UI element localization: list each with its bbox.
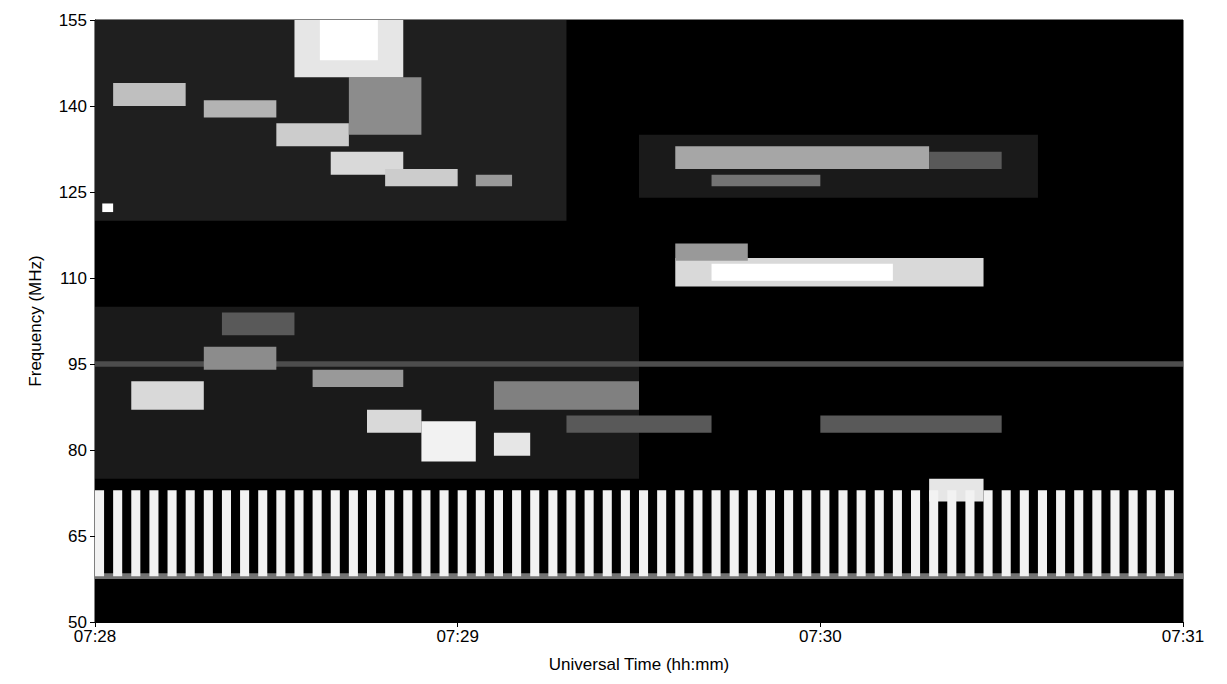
svg-text:50: 50 <box>68 612 87 632</box>
svg-text:07:29: 07:29 <box>436 627 479 646</box>
svg-text:07:30: 07:30 <box>799 627 842 646</box>
svg-text:155: 155 <box>59 11 87 30</box>
svg-text:Frequency (MHz): Frequency (MHz) <box>26 255 45 386</box>
svg-text:110: 110 <box>60 269 87 288</box>
svg-text:07:31: 07:31 <box>1162 627 1205 646</box>
svg-text:80: 80 <box>68 441 87 460</box>
svg-text:65: 65 <box>68 527 87 546</box>
svg-text:95: 95 <box>68 355 87 374</box>
svg-text:Universal Time (hh:mm): Universal Time (hh:mm) <box>549 655 729 674</box>
svg-text:125: 125 <box>59 183 87 202</box>
svg-text:07:28: 07:28 <box>74 627 117 646</box>
svg-text:140: 140 <box>59 97 87 116</box>
